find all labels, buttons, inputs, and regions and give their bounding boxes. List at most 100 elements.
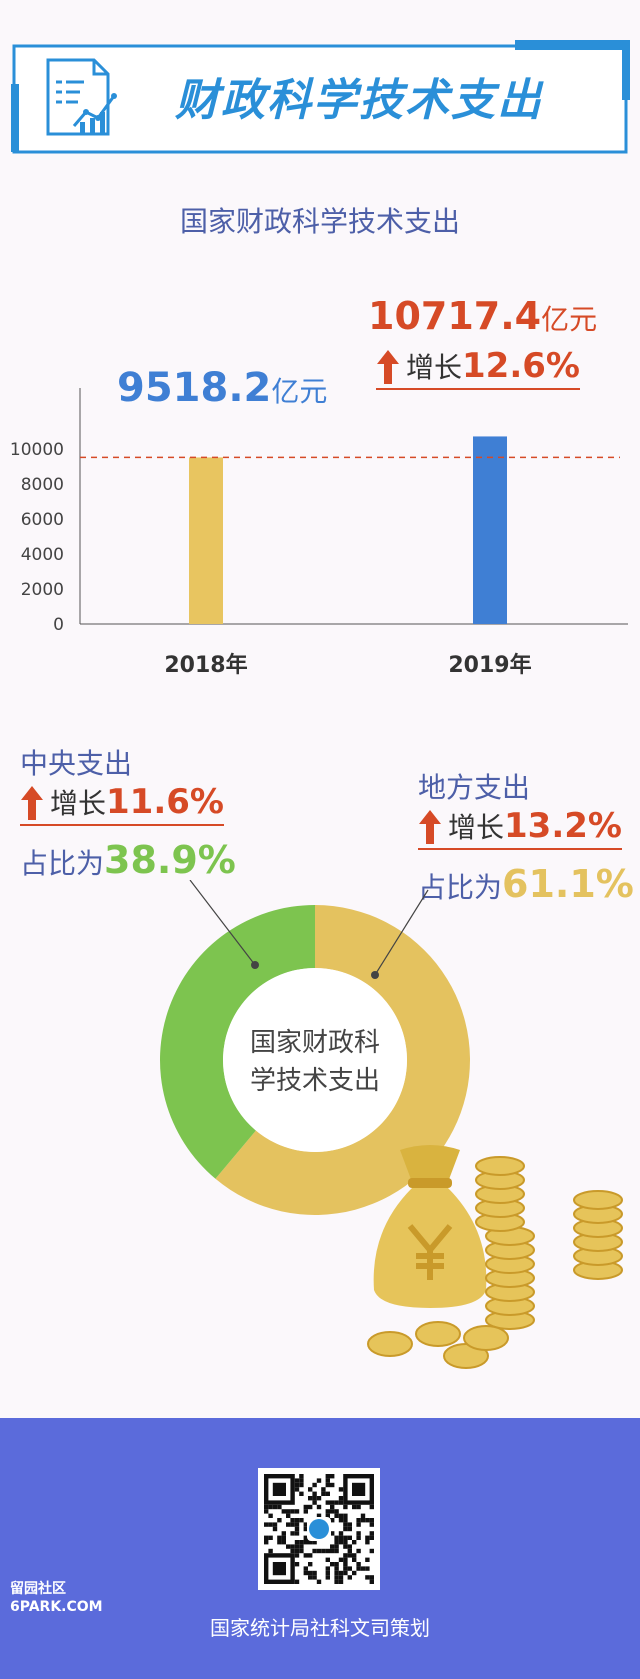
header-frame [11, 40, 630, 154]
qr-module [294, 1478, 300, 1483]
qr-module [308, 1540, 313, 1545]
qr-module [268, 1513, 273, 1518]
qr-module [294, 1579, 300, 1584]
qr-module [299, 1491, 304, 1496]
qr-module [343, 1504, 348, 1510]
qr-module [316, 1513, 322, 1518]
qr-module [334, 1500, 339, 1505]
qr-module [352, 1570, 357, 1576]
qr-module [303, 1540, 308, 1545]
qr-module [338, 1496, 344, 1501]
y-tick-label: 6000 [21, 510, 64, 530]
qr-module [316, 1496, 322, 1501]
qr-module [338, 1513, 344, 1518]
qr-module [290, 1548, 295, 1554]
value-label-2019: 10717.4亿元 [368, 294, 598, 338]
qr-module [338, 1487, 344, 1492]
qr-module [343, 1566, 348, 1571]
donut-slice-中央支出 [159, 905, 315, 1179]
qr-module [347, 1526, 352, 1532]
qr-module [299, 1482, 304, 1488]
qr-module [325, 1478, 330, 1483]
qr-module [330, 1474, 335, 1479]
qr-module [290, 1544, 295, 1549]
qr-module [277, 1540, 282, 1545]
up-arrow-icon [21, 786, 43, 820]
y-tick-label: 0 [53, 615, 64, 635]
footer-credit: 国家统计局社科文司策划 [210, 1616, 430, 1640]
qr-module [356, 1531, 361, 1536]
qr-module [321, 1491, 326, 1496]
qr-module [330, 1500, 335, 1505]
qr-module [286, 1522, 291, 1527]
qr-module [286, 1544, 291, 1549]
qr-module [330, 1548, 335, 1554]
qr-module [334, 1513, 339, 1518]
up-arrow-icon [419, 810, 441, 844]
qr-module [303, 1535, 308, 1540]
donut-slice-地方支出 [215, 905, 470, 1215]
qr-module [334, 1562, 339, 1567]
qr-module [281, 1509, 286, 1514]
qr-module [356, 1522, 361, 1527]
qr-module [343, 1518, 348, 1523]
qr-module [330, 1544, 335, 1549]
qr-module [299, 1548, 304, 1554]
qr-module [281, 1540, 286, 1545]
qr-module [303, 1522, 308, 1527]
qr-module [365, 1518, 370, 1523]
growth-2019: 增长12.6% [376, 346, 580, 390]
qr-module [272, 1522, 278, 1527]
qr-module [343, 1544, 348, 1549]
qr-module [281, 1531, 286, 1536]
qr-module [294, 1540, 300, 1545]
qr-module [299, 1518, 304, 1523]
leader-line-local [374, 889, 429, 976]
qr-module [338, 1557, 344, 1562]
qr-module [312, 1548, 317, 1554]
qr-module [303, 1509, 308, 1514]
qr-module [312, 1496, 317, 1501]
qr-module [299, 1474, 304, 1479]
qr-module [303, 1504, 308, 1510]
qr-module [325, 1474, 330, 1479]
qr-module [347, 1535, 352, 1540]
qr-module [347, 1548, 352, 1554]
qr-module [325, 1491, 330, 1496]
qr-module [294, 1544, 300, 1549]
qr-module [365, 1535, 370, 1540]
qr-module [338, 1518, 344, 1523]
qr-module [325, 1509, 330, 1514]
page-title: 财政科学技术支出 [175, 75, 543, 126]
qr-module [356, 1562, 361, 1567]
qr-module [365, 1566, 370, 1571]
qr-module [294, 1482, 300, 1488]
qr-module [264, 1535, 269, 1540]
qr-module [316, 1478, 322, 1483]
y-tick-label: 8000 [21, 475, 64, 495]
qr-module [369, 1579, 374, 1584]
qr-module [338, 1500, 344, 1505]
qr-module [343, 1540, 348, 1545]
qr-module [343, 1513, 348, 1518]
qr-module [334, 1566, 339, 1571]
qr-module [312, 1500, 317, 1505]
qr-module [268, 1504, 273, 1510]
qr-module [316, 1579, 322, 1584]
qr-module [325, 1566, 330, 1571]
qr-module [352, 1557, 357, 1562]
qr-module [347, 1522, 352, 1527]
qr-module [264, 1522, 269, 1527]
qr-module [308, 1504, 313, 1510]
leader-dot-local [371, 971, 379, 979]
qr-module [330, 1482, 335, 1488]
chart-title: 国家财政科学技术支出 [179, 205, 460, 238]
qr-finder-core [272, 1562, 286, 1576]
x-tick-label: 2019年 [448, 652, 531, 678]
qr-module [303, 1553, 308, 1558]
up-arrow-icon [377, 350, 399, 384]
qr-module [347, 1553, 352, 1558]
qr-code[interactable] [258, 1468, 380, 1590]
qr-module [343, 1553, 348, 1558]
qr-module [330, 1509, 335, 1514]
